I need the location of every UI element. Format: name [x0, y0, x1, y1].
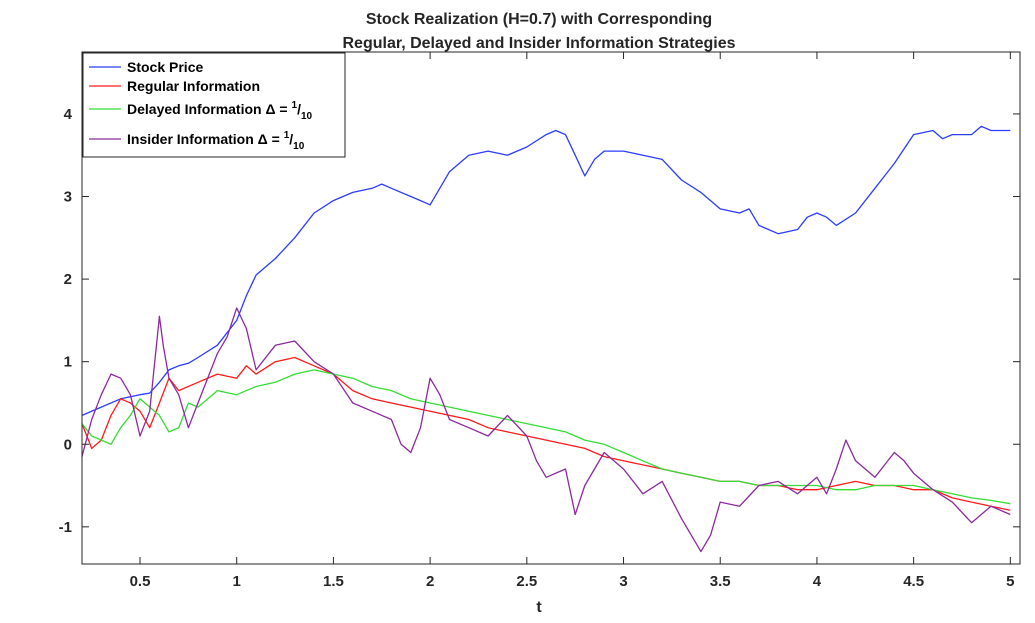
plot-frame	[81, 51, 1021, 565]
x-tick-label: 2.5	[516, 573, 537, 590]
legend-entry-label: Insider Information Δ = 1/10	[127, 130, 305, 152]
legend-fraction-slash: /	[297, 101, 301, 117]
x-axis-label: t	[536, 599, 542, 616]
y-tick-label: -1	[59, 519, 72, 536]
x-tick-label: 1.5	[323, 573, 344, 590]
legend-box	[82, 52, 346, 158]
y-tick-label: 2	[64, 271, 72, 288]
legend-entry-label: Regular Information	[127, 78, 260, 94]
series-line-1	[81, 125, 1011, 416]
legend-entry-label: Delayed Information Δ = 1/10	[127, 100, 313, 122]
x-tick-label: 5	[1006, 573, 1014, 590]
y-tick-label: 3	[64, 189, 72, 206]
legend-fraction-denominator: 10	[301, 111, 313, 122]
y-tick-label: 1	[64, 354, 72, 371]
legend-fraction-numerator: 1	[284, 130, 290, 141]
legend-fraction-denominator: 10	[293, 141, 305, 152]
legend-fraction-numerator: 1	[292, 100, 298, 111]
series-line-3	[81, 369, 1011, 505]
chart-title-line-1: Stock Realization (H=0.7) with Correspon…	[366, 11, 712, 28]
x-tick-label: 1	[233, 573, 241, 590]
y-tick-label: 4	[64, 106, 73, 123]
x-tick-label: 0.5	[130, 573, 151, 590]
legend: Stock Price Regular Information Delayed In…	[82, 52, 346, 158]
series-line-4	[81, 307, 1011, 553]
axes-layer: 0.5 1 1.5 2 2.5 3 3.5 4 4.5 5 -1 0 1 2 3 4	[59, 51, 1021, 590]
x-tick-label: 4	[813, 573, 822, 590]
legend-fraction-slash: /	[289, 131, 293, 147]
x-tick-label: 2	[426, 573, 434, 590]
legend-entry-label: Stock Price	[127, 59, 203, 75]
x-tick-label: 3.5	[710, 573, 731, 590]
x-tick-label: 4.5	[903, 573, 924, 590]
chart-title: Stock Realization (H=0.7) with Correspon…	[343, 11, 736, 52]
x-tick-label: 3	[619, 573, 627, 590]
series-layer	[81, 125, 1011, 553]
y-tick-label: 0	[64, 436, 72, 453]
chart-title-line-2: Regular, Delayed and Insider Information…	[343, 35, 736, 52]
